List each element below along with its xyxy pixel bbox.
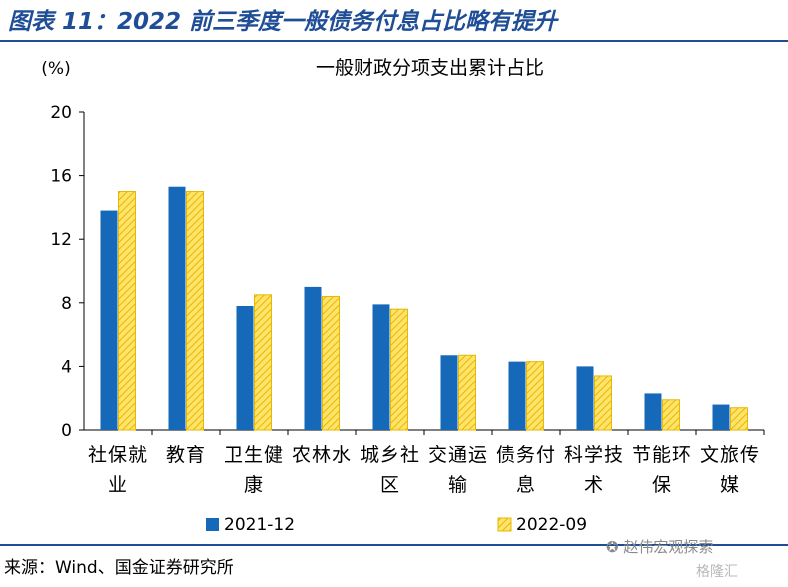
- y-tick-label: 0: [61, 421, 72, 441]
- y-tick-label: 12: [50, 230, 72, 250]
- x-tick-label: 卫生健: [224, 444, 284, 466]
- bar-2021-12: [372, 304, 390, 430]
- legend-label: 2022-09: [516, 515, 587, 535]
- y-tick-label: 8: [61, 294, 72, 314]
- bar-2021-12: [644, 393, 662, 430]
- chart-title: 一般财政分项支出累计占比: [316, 57, 544, 79]
- bar-2021-12: [508, 361, 526, 430]
- watermark-text: ✪ 赵伟宏观探索: [606, 536, 713, 557]
- figure-title: 图表 11：2022 前三季度一般债务付息占比略有提升: [8, 9, 558, 35]
- bar-2022-09: [526, 361, 544, 431]
- x-tick-label: 媒: [720, 474, 740, 496]
- x-tick-label: 城乡社: [360, 444, 420, 466]
- footer-divider: [0, 544, 788, 546]
- legend-swatch-2021-12: [206, 518, 219, 531]
- x-tick-label: 农林水: [292, 444, 352, 466]
- bar-2021-12: [100, 210, 118, 430]
- y-tick-label: 20: [50, 103, 72, 123]
- bar-2022-09: [118, 191, 136, 431]
- bar-2022-09: [322, 295, 340, 431]
- x-tick-label: 术: [584, 474, 604, 496]
- x-tick-label: 交通运: [428, 444, 488, 466]
- bar-2022-09: [254, 294, 272, 431]
- bar-chart: 一般财政分项支出累计占比 (%) 0 4 8 12 16 20 社保就业 教育 卫生健康 农林水城…: [41, 57, 765, 535]
- bar-2022-09: [730, 407, 748, 431]
- x-tick-label: 文旅传: [700, 444, 760, 466]
- x-tick-label: 输: [448, 474, 468, 496]
- bar-2022-09: [186, 191, 204, 431]
- bar-2022-09: [662, 399, 680, 431]
- x-tick-label: 康: [244, 474, 264, 496]
- x-tick-label: 教育: [166, 444, 206, 466]
- x-tick-label: 息: [516, 474, 536, 496]
- x-tick-label: 区: [380, 474, 400, 496]
- title-divider: [0, 40, 788, 42]
- x-tick-label: 节能环: [632, 444, 692, 466]
- watermark-label: 赵伟宏观探索: [623, 538, 714, 556]
- legend-swatch-2022-09: [497, 517, 512, 532]
- bar-2021-12: [576, 366, 594, 430]
- bar-2021-12: [236, 305, 254, 430]
- bar-2022-09: [390, 308, 408, 431]
- bar-2022-09: [594, 375, 612, 431]
- x-tick-label: 科学技: [564, 444, 624, 466]
- y-axis-label: (%): [41, 59, 70, 79]
- bar-2021-12: [304, 286, 322, 430]
- x-tick-label: 业: [108, 474, 128, 496]
- source-note: 来源：Wind、国金证券研究所: [4, 558, 234, 578]
- bar-2021-12: [168, 186, 186, 430]
- x-tick-label: 保: [652, 474, 672, 496]
- watermark-brand: 格隆汇: [696, 564, 738, 580]
- legend-label: 2021-12: [224, 515, 295, 535]
- wechat-icon: ✪: [606, 538, 619, 556]
- y-tick-label: 4: [61, 357, 72, 377]
- bar-2021-12: [712, 404, 730, 430]
- x-tick-label: 债务付: [496, 444, 556, 466]
- x-tick-label: 社保就: [88, 444, 148, 466]
- bar-2022-09: [458, 354, 476, 431]
- bar-2021-12: [440, 355, 458, 430]
- y-tick-label: 16: [50, 167, 72, 187]
